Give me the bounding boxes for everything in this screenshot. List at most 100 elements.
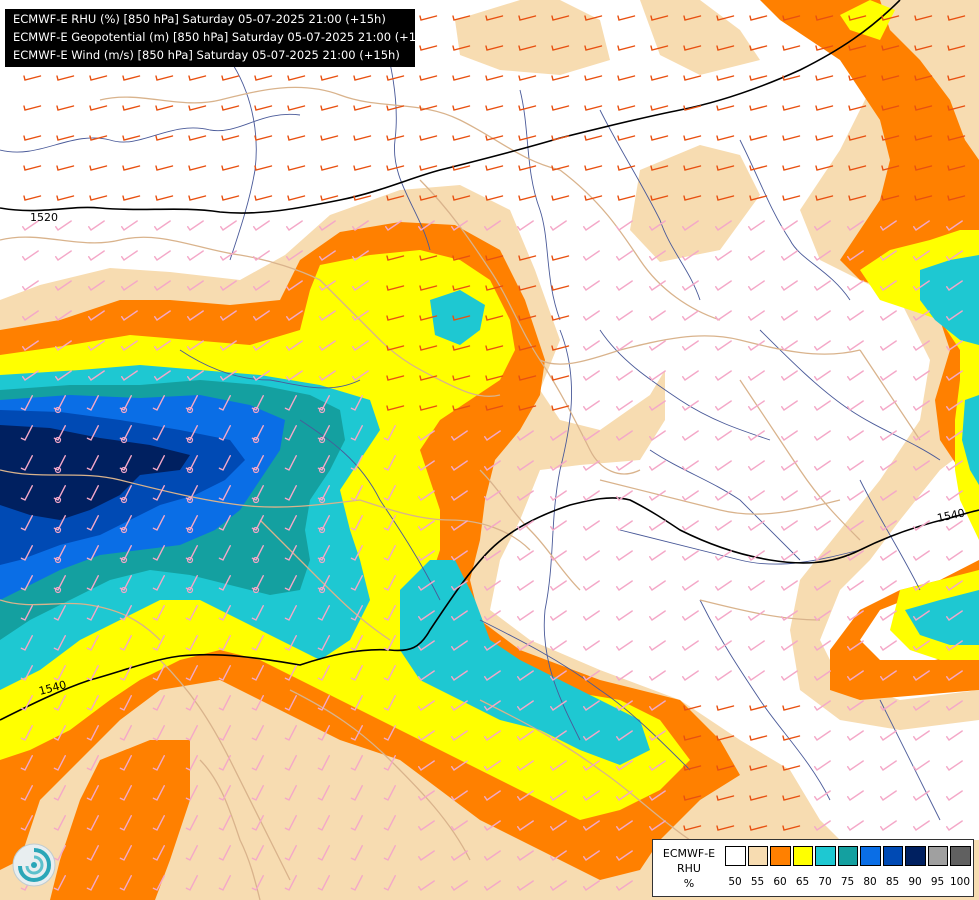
wind-barb bbox=[119, 665, 132, 681]
calm-wind-circle bbox=[252, 526, 260, 534]
wind-barb bbox=[914, 75, 933, 81]
wind-barb bbox=[682, 370, 699, 381]
wind-barb bbox=[749, 795, 768, 801]
wind-barb bbox=[251, 665, 264, 681]
wind-barb bbox=[56, 105, 75, 111]
wind-barb bbox=[187, 310, 204, 321]
legend-label: ECMWF-E RHU % bbox=[653, 846, 725, 891]
wind-barb bbox=[451, 820, 468, 831]
wind-barb bbox=[517, 640, 534, 651]
wind-barb bbox=[122, 195, 141, 201]
wind-barb bbox=[518, 75, 537, 81]
calm-wind-circle bbox=[186, 556, 194, 564]
wind-barb bbox=[20, 515, 33, 531]
wind-barb bbox=[484, 610, 501, 621]
wind-barb bbox=[419, 345, 438, 351]
wind-barb bbox=[317, 845, 330, 861]
wind-barb bbox=[254, 165, 273, 171]
wind-barb bbox=[815, 105, 834, 111]
wind-barb bbox=[880, 460, 897, 471]
wind-barb bbox=[187, 280, 204, 291]
wind-barb bbox=[550, 460, 567, 471]
wind-barb bbox=[649, 460, 666, 471]
calm-wind-circle bbox=[318, 436, 326, 444]
wind-barb bbox=[320, 75, 339, 81]
calm-wind-circle bbox=[318, 406, 326, 414]
wind-barb bbox=[452, 315, 471, 321]
wind-barb bbox=[583, 730, 600, 741]
wind-barb bbox=[617, 75, 636, 81]
wind-barb bbox=[781, 640, 798, 651]
wind-barb bbox=[617, 135, 636, 141]
wind-barb bbox=[517, 790, 534, 801]
wind-barb bbox=[946, 580, 963, 591]
wind-barb bbox=[683, 135, 702, 141]
wind-barb bbox=[782, 795, 801, 801]
calm-wind-circle bbox=[120, 406, 128, 414]
wind-barb bbox=[616, 340, 633, 351]
wind-barb bbox=[119, 755, 132, 771]
wind-barb bbox=[350, 665, 363, 681]
wind-barb bbox=[814, 610, 831, 621]
wind-barb bbox=[122, 105, 141, 111]
wind-barb bbox=[218, 755, 231, 771]
wind-barb bbox=[616, 820, 633, 831]
wind-barb bbox=[913, 400, 930, 411]
wind-barb bbox=[881, 15, 900, 21]
wind-barb bbox=[913, 490, 930, 501]
wind-barb bbox=[518, 405, 537, 411]
legend-swatch bbox=[770, 846, 791, 866]
wind-barb bbox=[452, 105, 471, 111]
wind-barb bbox=[284, 695, 297, 711]
wind-barb bbox=[913, 220, 930, 231]
wind-barb bbox=[418, 430, 435, 441]
wind-barb bbox=[284, 425, 297, 441]
geopotential-contours bbox=[0, 0, 979, 721]
wind-barb bbox=[749, 105, 768, 111]
wind-barb bbox=[583, 520, 600, 531]
rhu-90-shading bbox=[0, 425, 190, 520]
wind-barb bbox=[616, 520, 633, 531]
wind-barb bbox=[716, 45, 735, 51]
wind-barb bbox=[880, 580, 897, 591]
wind-barb bbox=[781, 220, 798, 231]
wind-barb bbox=[254, 195, 273, 201]
wind-barb bbox=[847, 580, 864, 591]
wind-barb bbox=[418, 880, 435, 891]
wind-barb bbox=[419, 135, 438, 141]
wind-barb bbox=[749, 75, 768, 81]
legend-swatches bbox=[725, 846, 973, 866]
wind-barb bbox=[946, 610, 963, 621]
wind-barb bbox=[616, 280, 633, 291]
wind-barb bbox=[284, 455, 297, 471]
wind-barb bbox=[56, 195, 75, 201]
wind-barb bbox=[782, 75, 801, 81]
wind-barb bbox=[913, 670, 930, 681]
wind-barb bbox=[913, 520, 930, 531]
wind-barb bbox=[781, 250, 798, 261]
wind-barb bbox=[815, 135, 834, 141]
wind-barb bbox=[88, 250, 105, 261]
wind-barb bbox=[86, 785, 99, 801]
wind-barb bbox=[847, 820, 864, 831]
legend-unit: % bbox=[683, 877, 695, 890]
wind-barb bbox=[319, 220, 336, 231]
wind-barb bbox=[485, 75, 504, 81]
wind-barb bbox=[350, 605, 363, 621]
wind-barb bbox=[947, 135, 966, 141]
wind-barb bbox=[748, 250, 765, 261]
wind-barb bbox=[716, 75, 735, 81]
wind-barb bbox=[518, 285, 537, 291]
wind-barb bbox=[650, 195, 669, 201]
wind-barb bbox=[86, 545, 99, 561]
wind-barb bbox=[946, 310, 963, 321]
wind-barb bbox=[218, 485, 231, 501]
wind-barb bbox=[947, 195, 966, 201]
wind-barb bbox=[254, 105, 273, 111]
wind-barb bbox=[350, 395, 363, 411]
wind-barb bbox=[616, 700, 633, 711]
wind-barb bbox=[22, 280, 39, 291]
wind-barb bbox=[946, 340, 963, 351]
wind-barb bbox=[451, 640, 468, 651]
wind-barb bbox=[649, 670, 666, 681]
